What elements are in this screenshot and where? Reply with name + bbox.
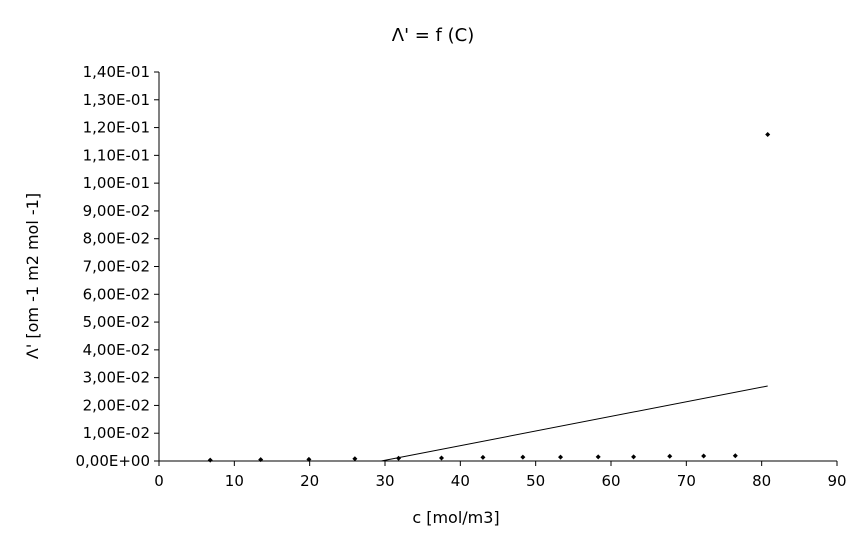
data-point bbox=[732, 453, 738, 459]
data-point bbox=[480, 454, 486, 460]
data-point bbox=[396, 455, 402, 461]
data-point bbox=[207, 457, 213, 463]
data-point bbox=[558, 454, 564, 460]
trendline bbox=[381, 385, 768, 462]
x-tick-label: 60 bbox=[601, 472, 620, 490]
x-axis-title: c [mol/m3] bbox=[412, 508, 499, 527]
data-point bbox=[520, 454, 526, 460]
y-tick-label: 1,00E-01 bbox=[83, 174, 150, 192]
x-tick-label: 50 bbox=[526, 472, 545, 490]
y-tick-label: 1,30E-01 bbox=[83, 91, 150, 109]
x-tick-label: 0 bbox=[154, 472, 164, 490]
plot-area: 0,00E+00 1,00E-02 2,00E-02 3,00E-02 4,00E-02… bbox=[75, 63, 846, 490]
chart-title: Λ' = f (C) bbox=[392, 25, 474, 46]
x-tick-label: 70 bbox=[677, 472, 696, 490]
y-tick-label: 5,00E-02 bbox=[83, 313, 150, 331]
y-axis-title: Λ' [om -1 m2 mol -1] bbox=[23, 193, 42, 359]
y-tick-label: 9,00E-02 bbox=[83, 202, 150, 220]
data-point bbox=[701, 453, 707, 459]
y-tick-label: 2,00E-02 bbox=[83, 396, 150, 414]
x-tick-label: 30 bbox=[375, 472, 394, 490]
x-tick-label: 90 bbox=[827, 472, 846, 490]
x-tick-label: 20 bbox=[300, 472, 319, 490]
y-tick-label: 1,00E-02 bbox=[83, 424, 150, 442]
y-tick-label: 1,40E-01 bbox=[83, 63, 150, 81]
y-tick-label: 1,20E-01 bbox=[83, 119, 150, 137]
y-tick-label: 4,00E-02 bbox=[83, 341, 150, 359]
y-tick-label: 7,00E-02 bbox=[83, 258, 150, 276]
data-point bbox=[595, 454, 601, 460]
y-tick-label: 1,10E-01 bbox=[83, 146, 150, 164]
x-tick-label: 80 bbox=[752, 472, 771, 490]
y-tick-label: 8,00E-02 bbox=[83, 230, 150, 248]
data-point bbox=[258, 457, 264, 463]
data-point bbox=[439, 455, 444, 461]
data-point bbox=[667, 453, 673, 459]
data-point bbox=[765, 132, 771, 138]
y-tick-label: 3,00E-02 bbox=[83, 369, 150, 387]
data-point bbox=[352, 456, 358, 462]
y-tick-label: 6,00E-02 bbox=[83, 285, 150, 303]
x-tick-label: 40 bbox=[451, 472, 470, 490]
x-tick-label: 10 bbox=[225, 472, 244, 490]
data-point bbox=[306, 456, 312, 462]
y-tick-label: 0,00E+00 bbox=[75, 452, 150, 470]
data-point bbox=[631, 454, 637, 460]
